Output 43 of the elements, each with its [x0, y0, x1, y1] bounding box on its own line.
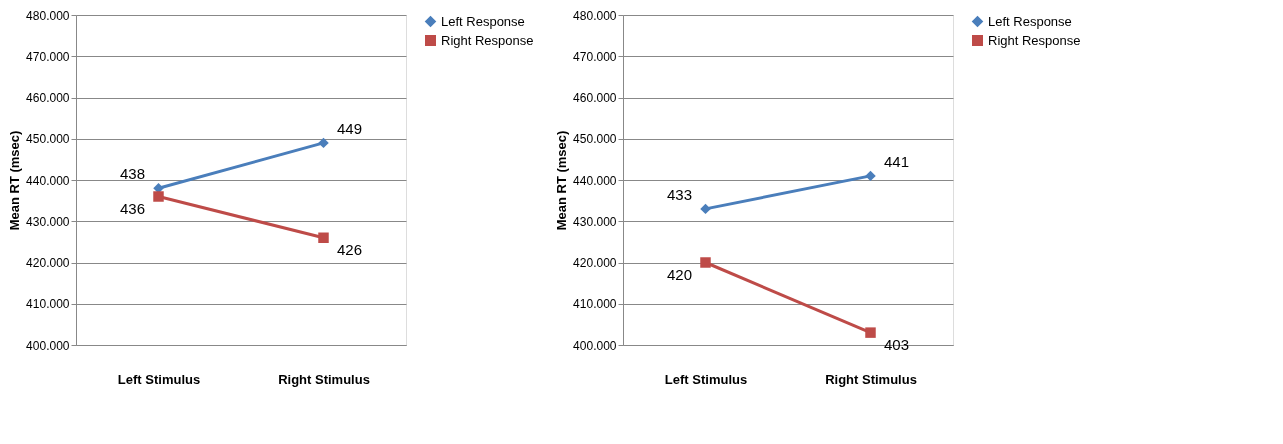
point	[865, 327, 876, 338]
legend-label: Left Response	[441, 13, 525, 29]
y-tick-label: 460.000	[573, 91, 617, 105]
point	[700, 257, 711, 268]
y-tick-label: 460.000	[26, 91, 70, 105]
y-tick-label: 410.000	[573, 297, 617, 312]
y-tick-label: 470.000	[26, 49, 70, 64]
data-label: 438	[119, 165, 146, 183]
x-tick-label: Right Stimulus	[278, 371, 370, 387]
y-tick-label: 470.000	[573, 49, 617, 64]
data-label: 426	[336, 240, 363, 258]
data-label: 433	[666, 185, 693, 203]
y-tick-label: 430.000	[573, 214, 617, 229]
x-tick-label: Right Stimulus	[825, 371, 917, 387]
data-label: 403	[883, 335, 910, 353]
y-tick-label: 430.000	[26, 214, 70, 229]
legend-label: Left Response	[988, 13, 1072, 29]
y-axis-title: Mean RT (msec)	[554, 130, 570, 231]
x-tick-label: Left Stimulus	[664, 371, 748, 387]
data-label: 449	[336, 119, 363, 137]
y-tick-label: 440.000	[26, 173, 70, 188]
y-tick-label: 450.000	[573, 132, 617, 147]
data-label: 441	[883, 152, 910, 170]
point	[700, 203, 711, 215]
data-label: 420	[666, 265, 693, 283]
point	[318, 137, 329, 149]
y-axis-title: Mean RT (msec)	[7, 130, 23, 231]
legend-label: Right Response	[988, 32, 1081, 48]
data-label: 436	[119, 199, 146, 217]
x-tick-label: Left Stimulus	[117, 371, 201, 387]
y-tick-label: 420.000	[573, 256, 617, 270]
y-tick-label: 450.000	[26, 132, 70, 147]
point	[318, 232, 329, 243]
point	[153, 191, 164, 202]
y-tick-label: 480.000	[573, 8, 617, 23]
y-tick-label: 480.000	[26, 8, 70, 23]
y-tick-label: 410.000	[26, 297, 70, 312]
legend-label: Right Response	[441, 32, 534, 48]
y-tick-label: 420.000	[26, 256, 70, 270]
y-tick-label: 400.000	[573, 338, 617, 353]
y-tick-label: 440.000	[573, 173, 617, 188]
point	[865, 170, 876, 182]
y-tick-label: 400.000	[26, 338, 70, 353]
